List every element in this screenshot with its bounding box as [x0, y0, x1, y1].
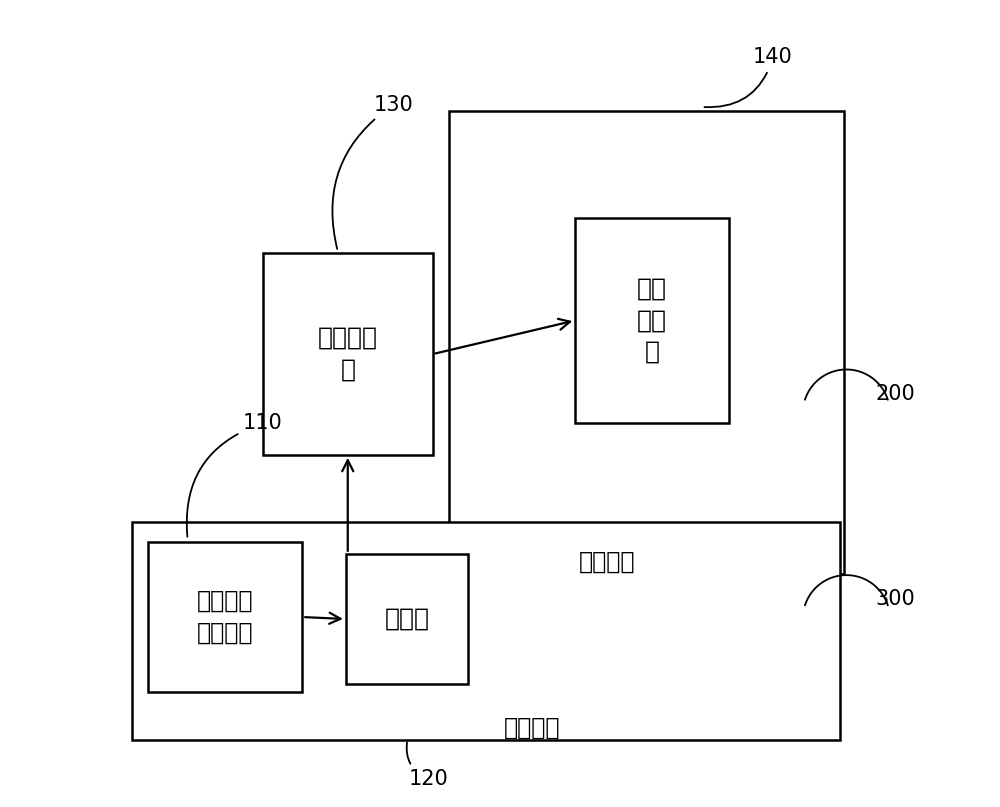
Text: 140: 140	[704, 48, 793, 107]
Text: 测试油筱: 测试油筱	[579, 550, 635, 574]
Text: 高压变压
器: 高压变压 器	[318, 326, 378, 382]
Text: 模拟
变压
器: 模拟 变压 器	[637, 277, 667, 364]
Bar	[346, 554, 468, 684]
Text: 300: 300	[876, 589, 915, 609]
Text: 自动调节
控制机构: 自动调节 控制机构	[197, 589, 253, 645]
Bar	[263, 253, 433, 455]
Text: 测试台架: 测试台架	[503, 716, 560, 740]
Text: 130: 130	[332, 95, 413, 249]
Text: 120: 120	[407, 742, 449, 789]
Text: 调压器: 调压器	[385, 607, 430, 630]
Bar	[148, 542, 302, 692]
Text: 200: 200	[876, 384, 915, 404]
Bar	[132, 522, 840, 739]
Text: 110: 110	[187, 413, 283, 537]
Bar	[449, 111, 844, 574]
Bar	[575, 218, 729, 424]
